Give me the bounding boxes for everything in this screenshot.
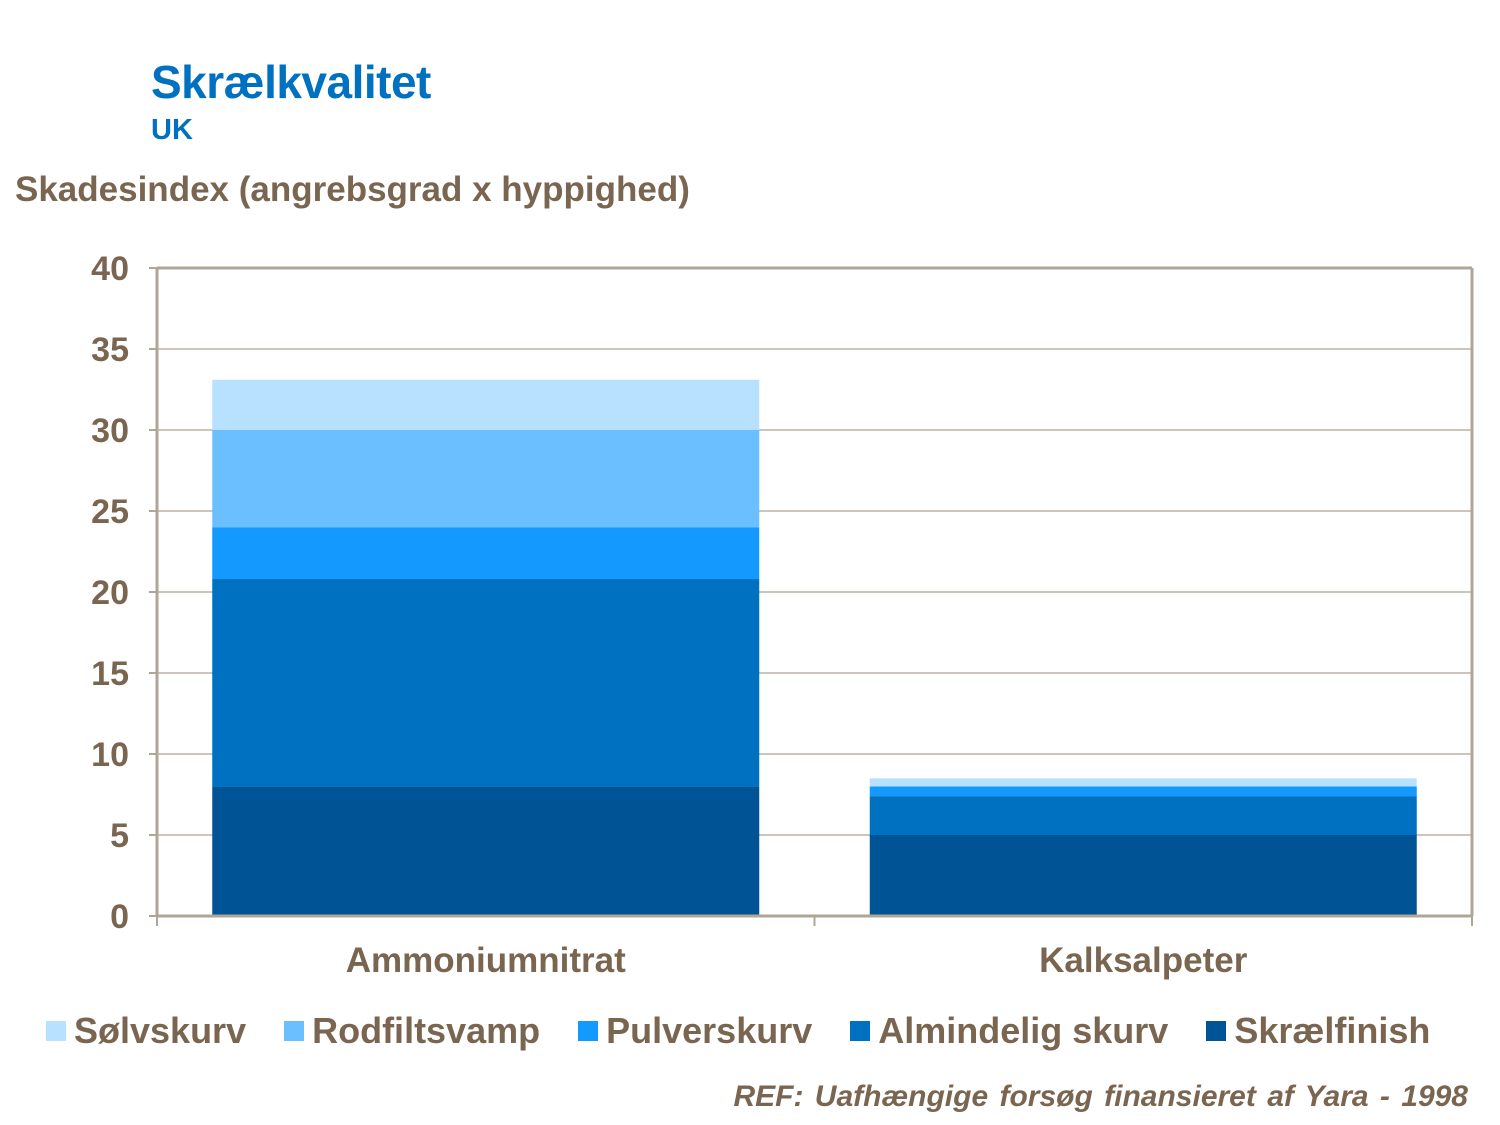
- legend-item: Sølvskurv: [46, 1010, 246, 1052]
- y-axis-label: Skadesindex (angrebsgrad x hyppighed): [15, 170, 690, 209]
- x-tick-label: Kalksalpeter: [1039, 941, 1248, 980]
- chart-legend: Sølvskurv Rodfiltsvamp Pulverskurv Almindel…: [46, 1010, 1430, 1052]
- y-tick-label: 0: [110, 898, 129, 936]
- legend-swatch: [850, 1021, 871, 1041]
- y-tick-label: 10: [91, 736, 129, 774]
- legend-label: Pulverskurv: [606, 1010, 813, 1051]
- legend-swatch: [284, 1021, 305, 1041]
- legend-label: Sølvskurv: [74, 1010, 247, 1051]
- legend-item: Pulverskurv: [578, 1010, 812, 1052]
- bar-sølvskurv-0: [212, 379, 760, 430]
- y-tick-label: 35: [91, 331, 129, 369]
- bar-skrælfinish-1: [869, 835, 1417, 916]
- legend-swatch: [46, 1021, 66, 1041]
- legend-label: Skrælfinish: [1234, 1010, 1431, 1051]
- legend-item: Rodfiltsvamp: [284, 1010, 540, 1052]
- reference-note: REF: Uafhængige forsøg finansieret af Ya…: [733, 1080, 1468, 1113]
- y-tick-label: 5: [110, 817, 129, 855]
- bar-almindelig-skurv-1: [869, 796, 1417, 835]
- bar-sølvskurv-1: [869, 778, 1417, 787]
- y-tick-label: 25: [91, 493, 129, 531]
- y-tick-label: 30: [91, 412, 129, 450]
- bar-almindelig-skurv-0: [212, 579, 760, 787]
- bar-rodfiltsvamp-0: [212, 430, 760, 528]
- legend-swatch: [1206, 1021, 1227, 1041]
- legend-label: Rodfiltsvamp: [312, 1010, 541, 1051]
- y-tick-label: 15: [91, 655, 129, 693]
- bar-pulverskurv-1: [869, 786, 1417, 797]
- chart-subtitle: UK: [151, 114, 193, 146]
- bar-pulverskurv-0: [212, 527, 760, 580]
- y-tick-label: 20: [91, 574, 129, 612]
- stacked-bar-chart: 0 5 10 15 20 25 30 35 40 Ammoniumnitrat Kalksalpet…: [91, 250, 1474, 980]
- legend-label: Almindelig skurv: [878, 1010, 1169, 1051]
- legend-item: Skrælfinish: [1206, 1010, 1430, 1052]
- legend-swatch: [578, 1021, 599, 1041]
- x-tick-label: Ammoniumnitrat: [346, 941, 626, 980]
- chart-title: Skrælkvalitet: [151, 56, 431, 108]
- y-tick-label: 40: [91, 250, 129, 288]
- bar-skrælfinish-0: [212, 786, 760, 916]
- legend-item: Almindelig skurv: [850, 1010, 1168, 1052]
